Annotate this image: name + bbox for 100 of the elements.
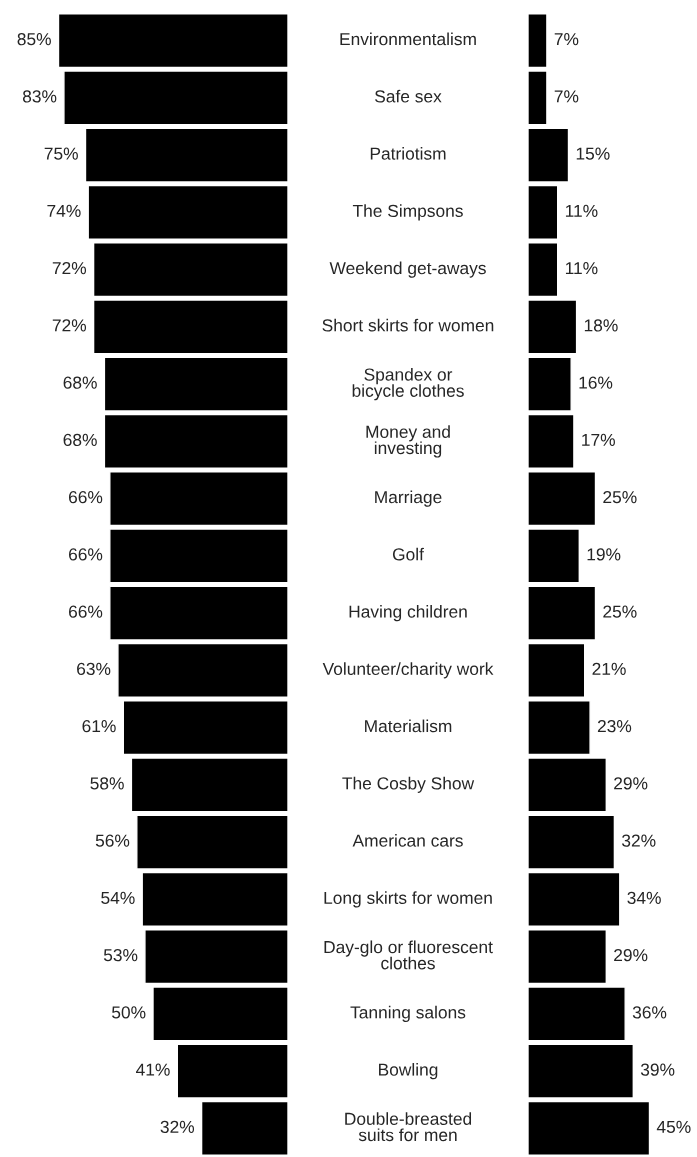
bar xyxy=(528,1043,634,1099)
bar xyxy=(84,127,288,183)
data-label: 41% xyxy=(136,1063,170,1076)
y-tick-label: Day-glo or fluorescent clothes xyxy=(324,940,493,970)
bar xyxy=(528,986,626,1042)
y-tick-label: Environmentalism xyxy=(340,32,476,46)
bar xyxy=(92,299,288,355)
data-label: 32% xyxy=(160,1120,195,1134)
y-tick-label: Weekend get-aways xyxy=(329,261,486,278)
y-tick-label: Short skirts for women xyxy=(322,318,494,332)
bar xyxy=(122,700,288,756)
bar xyxy=(109,585,288,641)
data-label: 50% xyxy=(112,1006,146,1019)
data-label: 7% xyxy=(554,90,579,103)
data-label: 72% xyxy=(52,261,87,275)
bar xyxy=(528,127,570,183)
bar xyxy=(528,814,616,870)
data-label: 34% xyxy=(627,891,661,905)
data-label: 15% xyxy=(576,147,610,160)
bar xyxy=(57,13,288,69)
bar xyxy=(528,757,607,813)
data-label: 29% xyxy=(614,777,648,790)
data-label: 54% xyxy=(101,891,135,905)
data-label: 74% xyxy=(47,204,81,217)
y-tick-label: Materialism xyxy=(365,719,452,733)
bar xyxy=(528,299,578,355)
data-label: 72% xyxy=(52,319,87,332)
bar xyxy=(63,70,288,126)
bar xyxy=(528,585,597,641)
y-tick-label: Double-breasted suits for men xyxy=(345,1112,472,1142)
y-tick-label: Bowling xyxy=(379,1063,438,1080)
bar xyxy=(103,356,288,412)
y-tick-label: Spandex or bicycle clothes xyxy=(352,367,464,401)
data-label: 85% xyxy=(17,32,51,46)
bar xyxy=(528,471,597,527)
bar xyxy=(528,413,575,469)
bar xyxy=(528,1100,651,1156)
data-label: 29% xyxy=(614,948,648,962)
bar xyxy=(528,184,559,240)
y-tick-label: Patriotism xyxy=(370,147,446,160)
y-tick-label: Tanning salons xyxy=(350,1005,466,1022)
bar xyxy=(200,1100,288,1156)
y-tick-label: The Simpsons xyxy=(352,204,463,221)
data-label: 16% xyxy=(579,376,613,389)
bar xyxy=(87,184,288,240)
bar xyxy=(528,242,559,298)
data-label: 66% xyxy=(68,605,103,618)
data-label: 61% xyxy=(82,719,116,733)
data-label: 56% xyxy=(95,834,130,847)
bar xyxy=(117,642,288,698)
data-label: 7% xyxy=(554,33,579,46)
data-label: 53% xyxy=(103,948,138,962)
bar xyxy=(109,471,288,527)
data-label: 68% xyxy=(63,433,97,447)
y-tick-label: American cars xyxy=(352,834,463,847)
y-tick-label: Having children xyxy=(349,605,467,622)
bar xyxy=(141,871,288,927)
y-tick-label: Golf xyxy=(392,547,424,561)
bar xyxy=(152,986,288,1042)
data-label: 66% xyxy=(68,548,103,561)
y-tick-label: Safe sex xyxy=(375,89,442,103)
bar xyxy=(528,700,591,756)
data-label: 19% xyxy=(587,548,621,561)
data-label: 11% xyxy=(565,262,598,275)
data-label: 63% xyxy=(77,662,111,676)
data-label: 66% xyxy=(68,490,103,504)
data-label: 45% xyxy=(656,1120,691,1134)
bar xyxy=(103,413,288,469)
bar xyxy=(528,356,572,412)
bar xyxy=(528,70,548,126)
y-tick-label: The Cosby Show xyxy=(342,776,475,793)
data-label: 11% xyxy=(565,204,598,217)
data-label: 25% xyxy=(603,490,637,504)
data-label: 25% xyxy=(603,605,637,618)
bar xyxy=(528,642,586,698)
data-label: 39% xyxy=(640,1063,675,1076)
bar xyxy=(528,528,580,584)
bar xyxy=(176,1043,288,1099)
data-label: 17% xyxy=(582,433,615,446)
y-tick-label: Long skirts for women xyxy=(324,891,492,908)
bar xyxy=(92,242,288,298)
data-label: 21% xyxy=(592,662,626,675)
data-label: 83% xyxy=(22,90,57,103)
data-label: 32% xyxy=(622,834,656,847)
y-tick-label: Money and investing xyxy=(366,425,450,458)
data-label: 23% xyxy=(597,719,632,733)
bar xyxy=(136,814,288,870)
bar xyxy=(528,871,621,927)
data-label: 75% xyxy=(44,147,78,160)
bar xyxy=(528,13,548,69)
bar xyxy=(130,757,288,813)
bar xyxy=(109,528,288,584)
y-tick-label: Volunteer/charity work xyxy=(322,662,494,679)
data-label: 68% xyxy=(63,376,97,389)
data-label: 36% xyxy=(632,1006,667,1019)
data-label: 58% xyxy=(90,777,124,790)
y-tick-label: Marriage xyxy=(375,490,442,507)
bar xyxy=(528,929,607,985)
data-label: 18% xyxy=(584,319,618,332)
bar xyxy=(144,929,288,985)
